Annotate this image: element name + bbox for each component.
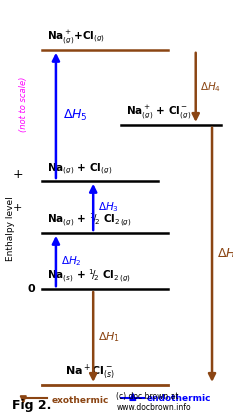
Text: Na$_{(s)}$ + $^1\!/\!_2$ Cl$_{2\,(g)}$: Na$_{(s)}$ + $^1\!/\!_2$ Cl$_{2\,(g)}$ xyxy=(47,268,130,285)
Text: $\Delta H_1$: $\Delta H_1$ xyxy=(98,330,120,344)
Text: Na$_{(g)}$ + Cl$_{(g)}$: Na$_{(g)}$ + Cl$_{(g)}$ xyxy=(47,161,112,177)
Text: (c) doc brown at
www.docbrown.info: (c) doc brown at www.docbrown.info xyxy=(116,392,191,412)
Text: +: + xyxy=(12,168,23,181)
Text: $\Delta H_2$: $\Delta H_2$ xyxy=(61,254,81,268)
Text: exothermic: exothermic xyxy=(51,396,109,405)
Text: Enthalpy level: Enthalpy level xyxy=(6,196,15,261)
Text: $\Delta H_6$: $\Delta H_6$ xyxy=(217,247,233,262)
Text: Na$_{(g)}$ + $^1\!/\!_2$ Cl$_{2\,(g)}$: Na$_{(g)}$ + $^1\!/\!_2$ Cl$_{2\,(g)}$ xyxy=(47,212,131,229)
Text: Fig 2.: Fig 2. xyxy=(12,399,51,412)
Text: Na$^+$Cl$^-_{(s)}$: Na$^+$Cl$^-_{(s)}$ xyxy=(65,362,116,381)
Text: endothermic: endothermic xyxy=(147,394,211,403)
Text: +: + xyxy=(13,203,22,213)
Text: $\Delta H_4$: $\Delta H_4$ xyxy=(200,80,221,94)
Text: $\Delta H_3$: $\Delta H_3$ xyxy=(98,200,119,214)
Text: $\Delta H_5$: $\Delta H_5$ xyxy=(63,108,88,123)
Text: Na$^+_{(g)}$ + Cl$^-_{(g)}$: Na$^+_{(g)}$ + Cl$^-_{(g)}$ xyxy=(126,103,191,121)
Text: Na$^+_{(g)}$+Cl$_{(g)}$: Na$^+_{(g)}$+Cl$_{(g)}$ xyxy=(47,28,105,46)
Text: 0: 0 xyxy=(27,284,35,294)
Text: (not to scale): (not to scale) xyxy=(19,76,28,132)
